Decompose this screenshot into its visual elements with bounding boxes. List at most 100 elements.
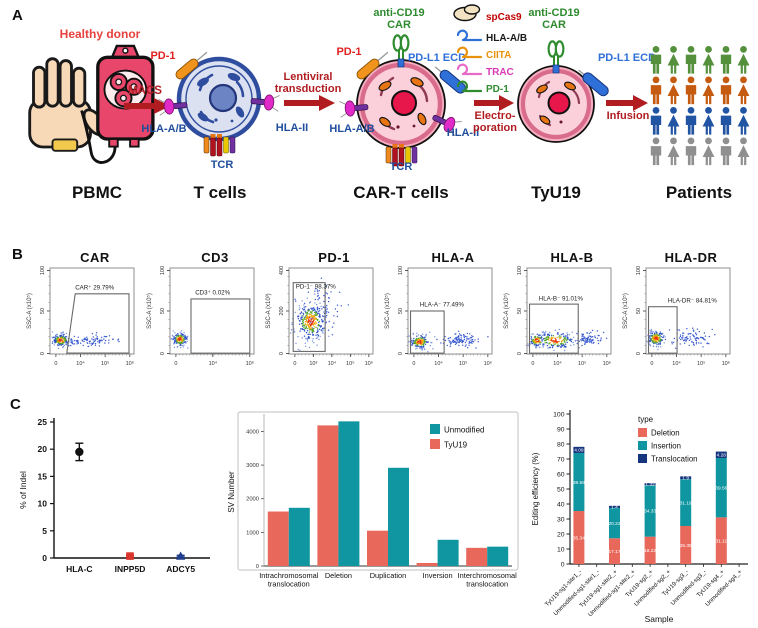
patient-icon (668, 138, 680, 166)
flow-plot-canvas: SSC-A (x10⁵) 0 50 100 0 10⁴ 10⁵ 10⁶ CAR⁺ 29.79% (26, 266, 135, 367)
svg-text:0: 0 (54, 361, 57, 367)
svg-text:200: 200 (279, 306, 285, 315)
svg-text:Insertion: Insertion (651, 442, 681, 451)
t-cell-graphic (157, 51, 281, 157)
svg-text:10⁴: 10⁴ (553, 360, 562, 367)
svg-text:1000: 1000 (246, 530, 259, 536)
panel-a-letter: A (12, 7, 23, 24)
bar-tyu19 (267, 511, 289, 566)
cart-pdl1-label: PD-L1 ECD (408, 52, 466, 64)
data-point-ADCY5 (176, 551, 186, 560)
svg-text:5: 5 (42, 526, 47, 536)
bar-tyu19 (466, 547, 488, 566)
svg-text:Translocation: Translocation (651, 455, 698, 464)
segment-value-label: 38.68 (573, 480, 585, 486)
cart-hla-ii-label: HLA-II (447, 127, 479, 139)
svg-text:0: 0 (650, 361, 653, 367)
tcr-receptor-icon (203, 133, 236, 157)
patient-icon (721, 138, 731, 166)
data-point-HLA-C (75, 442, 84, 462)
svg-text:400: 400 (279, 266, 285, 275)
sgrna-icon (458, 31, 481, 40)
svg-text:10⁶: 10⁶ (126, 360, 134, 367)
cart-hla-ab-label: HLA-A/B (329, 123, 374, 135)
infusion-label: Infusion (607, 110, 650, 122)
flow-plot-canvas: SSC-A (x10⁵) 0 50 100 0 10⁴ 10⁵ 10⁶ HLA-B⁻ 91.01… (503, 266, 612, 367)
svg-text:10⁴: 10⁴ (328, 360, 337, 367)
flow-plot-CD3: CD3 SSC-A (x10⁵) 0 50 100 0 10⁴ 10⁶ CD3⁺ 0.02% (144, 250, 262, 388)
segment-value-label: 34.33 (644, 509, 656, 515)
blood-bag-icon (80, 44, 155, 164)
x-category-label: translocation (466, 580, 508, 589)
svg-text:10⁶: 10⁶ (603, 360, 611, 367)
flow-plot-title: CD3 (201, 250, 229, 265)
t-cell-hla-ii-label: HLA-II (276, 122, 308, 134)
sv-chart-canvas: 0 1000 2000 3000 4000 SV Number Intrachromosom… (227, 411, 519, 589)
flow-plot-HLA-B: HLA-B SSC-A (x10⁵) 0 50 100 0 10⁴ 10⁵ 10⁶ HLA-B⁻ … (501, 250, 619, 388)
svg-text:10: 10 (38, 499, 48, 509)
scatter-density (51, 331, 120, 350)
segment-value-label: 4.28 (717, 453, 727, 459)
cart-pd1-label: PD-1 (336, 46, 361, 58)
gate-label: HLA-DR⁻ 84.81% (668, 297, 718, 304)
legend: type Deletion Insertion Translocation (638, 415, 698, 464)
flow-cytometry-row: CAR SSC-A (x10⁵) 0 50 100 0 10⁴ 10⁵ 10⁶ CAR⁺ 29.7… (0, 250, 758, 390)
svg-text:10⁶: 10⁶ (246, 360, 254, 367)
svg-text:10⁶: 10⁶ (484, 360, 492, 367)
segment-value-label: 1.9 (682, 476, 689, 482)
lentiviral-arrow (284, 95, 335, 111)
stage-label-tcells: T cells (194, 183, 247, 202)
pdl1-ecd-icon (578, 69, 609, 97)
svg-text:0: 0 (636, 352, 642, 355)
bar-tyu19 (367, 530, 388, 566)
panel-a-schematic: A Healthy donor (12, 4, 758, 202)
svg-text:SSC-A (x10⁵): SSC-A (x10⁵) (146, 293, 153, 329)
x-category-label: INPP5D (115, 564, 146, 574)
editing-efficiency-stacked-chart: 0 10 20 30 40 50 60 70 80 90 100 Editing efficiency… (526, 396, 756, 628)
patient-icon (703, 77, 715, 105)
svg-text:0: 0 (42, 553, 47, 563)
patient-icon (668, 107, 680, 135)
stage-label-patients: Patients (666, 183, 732, 202)
bar-unmodified (388, 467, 409, 566)
patient-icon (668, 77, 680, 105)
gate-label: HLA-B⁻ 91.01% (539, 296, 584, 303)
panel-c-letter: C (10, 396, 21, 413)
electroporation-label-2: poration (473, 122, 517, 134)
gate (409, 310, 445, 354)
svg-text:10⁵: 10⁵ (459, 360, 467, 367)
patients-grid (651, 46, 750, 165)
gate-label: CD3⁺ 0.02% (195, 290, 230, 297)
segment-value-label: 39.56 (715, 485, 727, 491)
segment-value-label: 1.32 (645, 482, 655, 488)
flow-plot-title: CAR (80, 250, 110, 265)
stack-segment-insertion (609, 507, 620, 539)
svg-text:0: 0 (398, 352, 404, 355)
stack-segment-insertion (573, 452, 585, 511)
x-category-label: ADCY5 (166, 564, 195, 574)
patient-icon (651, 107, 661, 135)
legend: Unmodified TyU19 (430, 424, 484, 450)
svg-text:10⁶: 10⁶ (722, 360, 730, 367)
rnp-label: HLA-A/B (486, 33, 527, 44)
svg-text:0: 0 (160, 352, 166, 355)
stack-segment-deletion (715, 517, 727, 564)
cart-tcr-label: TCR (390, 161, 413, 173)
patient-icon (668, 46, 680, 74)
svg-text:40: 40 (557, 501, 565, 508)
stage-label-tyu19: TyU19 (531, 183, 581, 202)
svg-text:0: 0 (279, 352, 285, 355)
svg-text:50: 50 (636, 308, 642, 314)
segment-value-label: 31.11 (715, 538, 727, 544)
tyu19-anti-cd19-label: anti-CD19 (528, 7, 579, 19)
segment-value-label: 25.35 (680, 543, 692, 549)
bar-tyu19 (317, 425, 339, 566)
gate (528, 303, 579, 354)
segment-value-label: 31.19 (680, 500, 692, 506)
svg-text:25: 25 (38, 417, 48, 427)
svg-text:Deletion: Deletion (651, 429, 680, 438)
cart-car-label: CAR (387, 19, 411, 31)
rnp-label: TRAC (486, 67, 514, 78)
svg-text:90: 90 (557, 426, 565, 433)
